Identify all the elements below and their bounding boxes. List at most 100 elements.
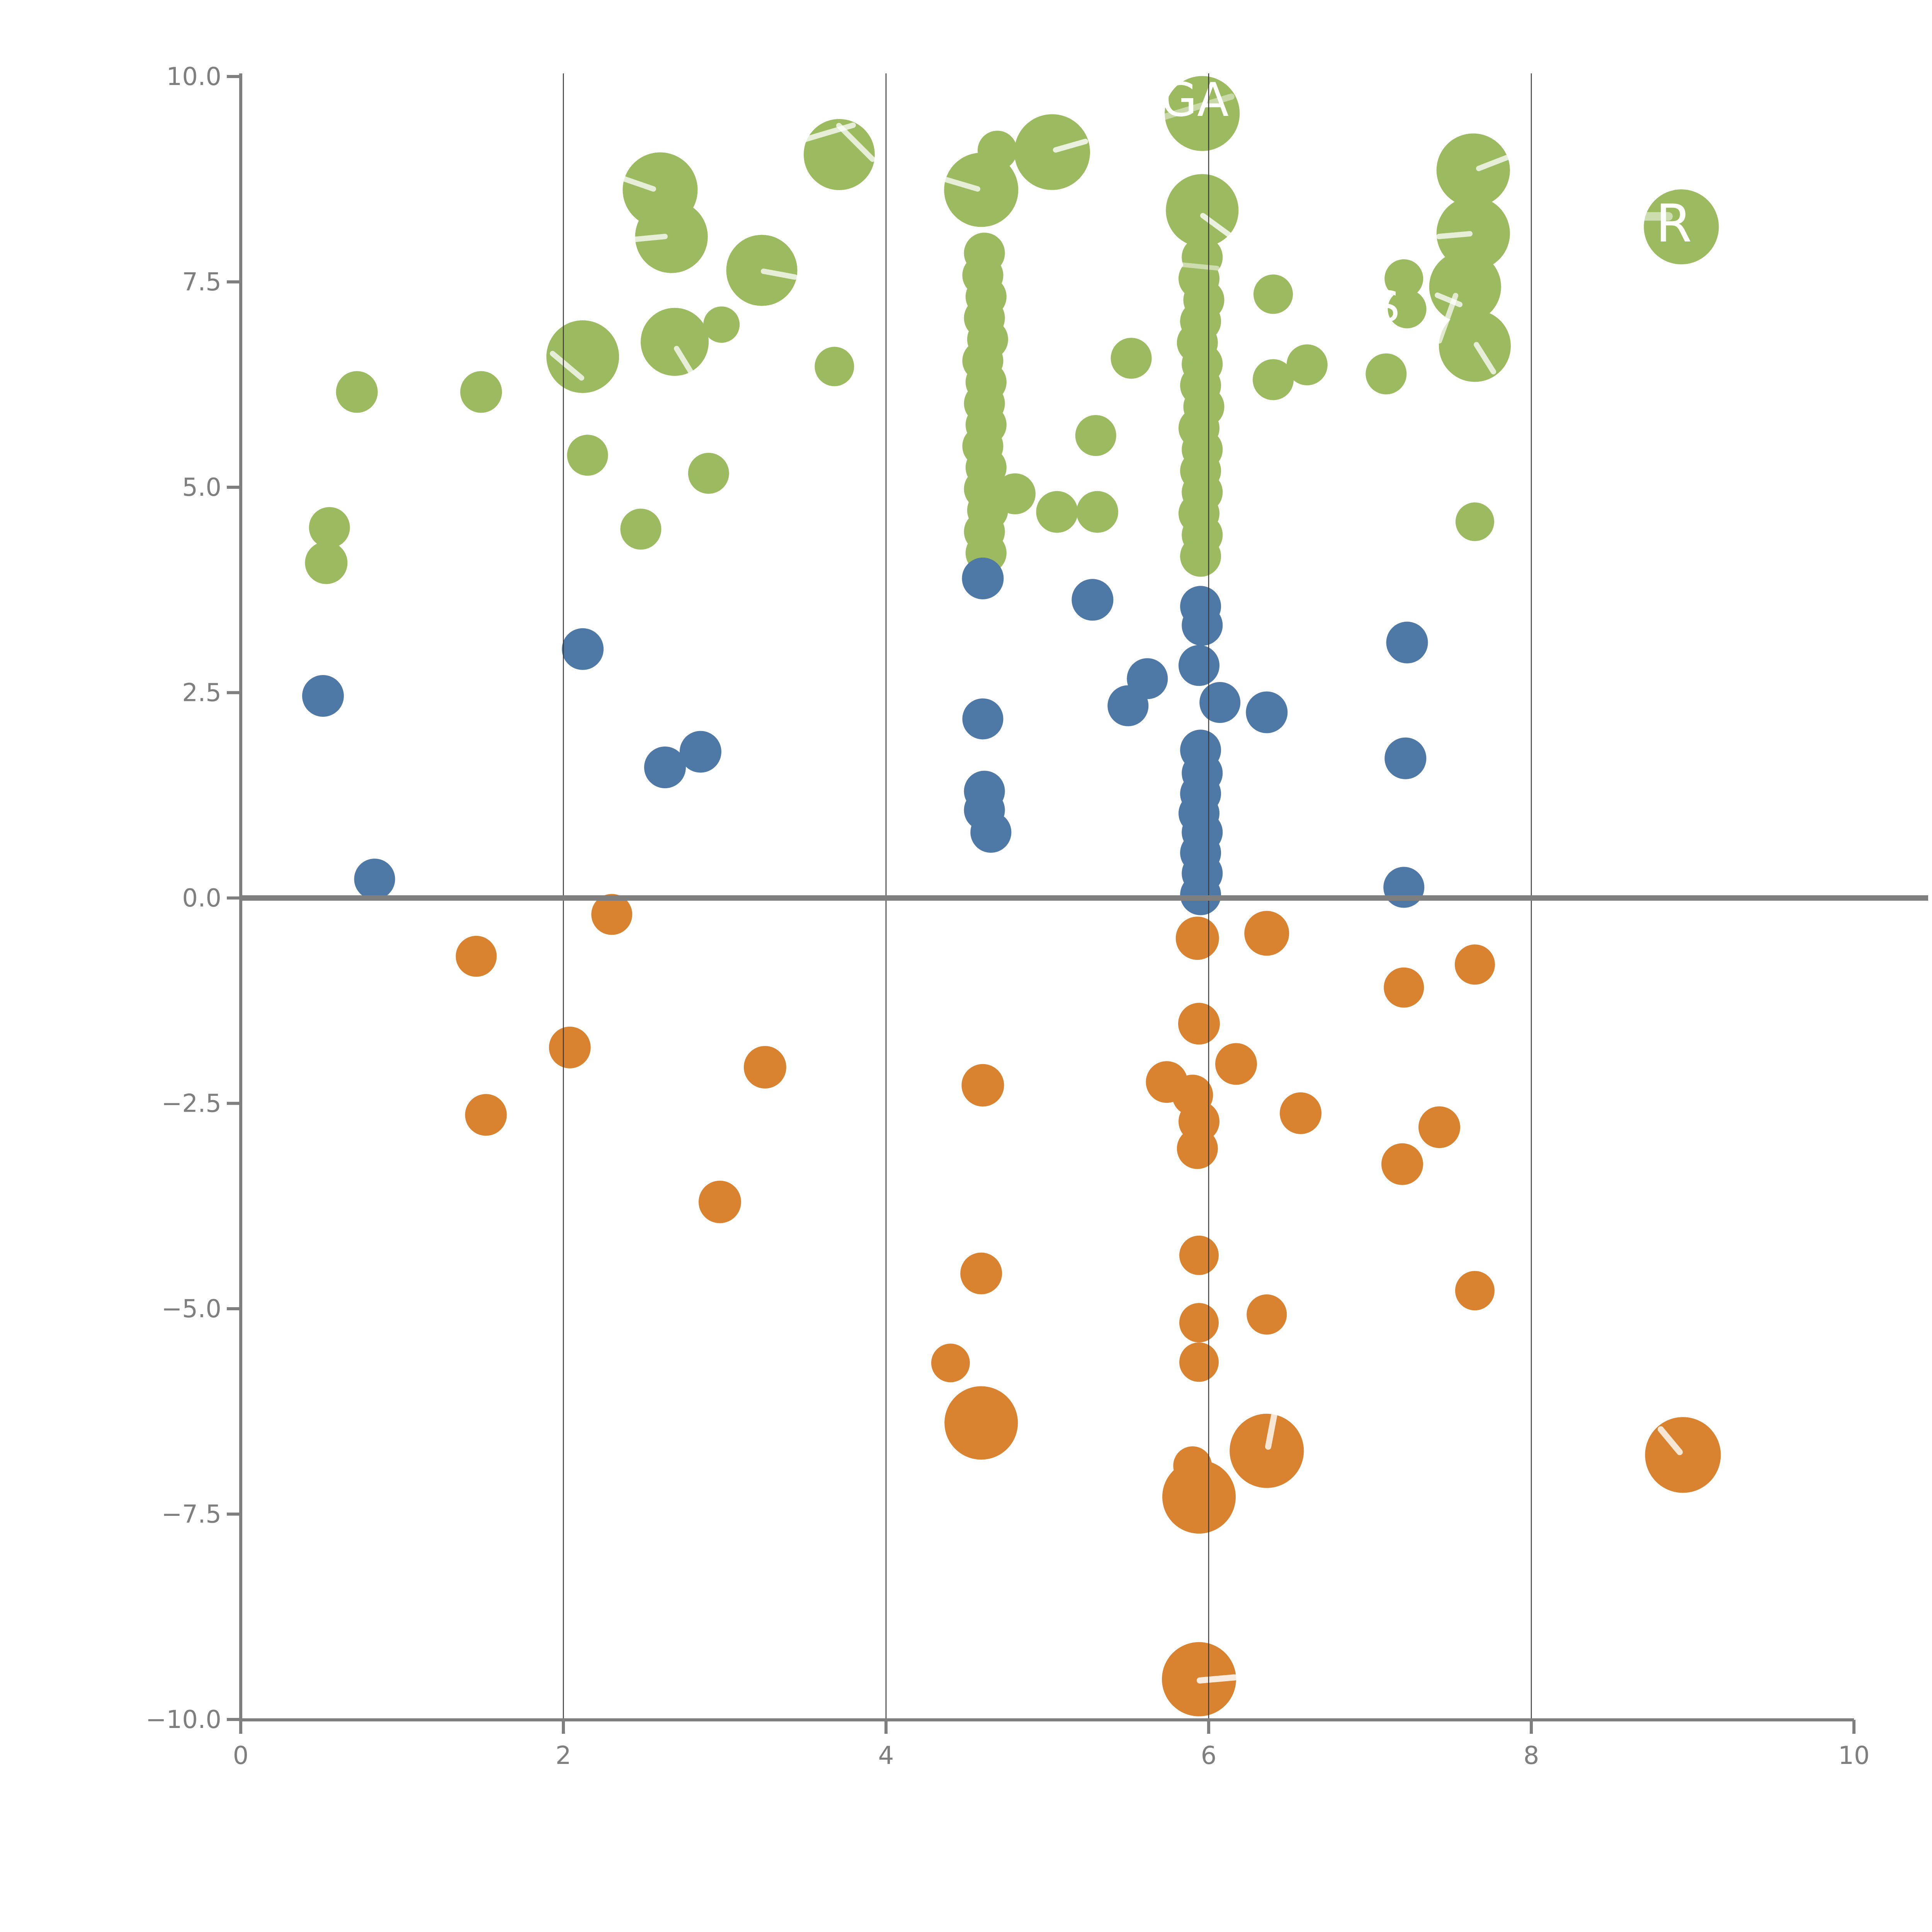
data-point-green bbox=[336, 371, 378, 413]
y-tick-label: 7.5 bbox=[182, 268, 221, 297]
data-point-blue bbox=[962, 558, 1004, 599]
data-point-green bbox=[1111, 338, 1152, 379]
y-tick-label: 0.0 bbox=[182, 884, 221, 913]
annotation-line-fragment bbox=[1436, 231, 1473, 239]
data-point-green bbox=[1388, 289, 1427, 328]
data-point-orange bbox=[1454, 944, 1495, 985]
annotation-line-fragment bbox=[1474, 342, 1496, 374]
axes-layer bbox=[227, 73, 1928, 1734]
data-point-green bbox=[546, 320, 619, 393]
data-point-green bbox=[1253, 359, 1294, 400]
data-point-orange bbox=[1177, 1128, 1218, 1169]
data-point-blue bbox=[1180, 874, 1221, 915]
point-label: S bbox=[1373, 282, 1400, 332]
data-point-orange bbox=[1244, 911, 1289, 956]
data-point-orange bbox=[1215, 1043, 1257, 1085]
data-point-green bbox=[641, 308, 709, 376]
data-point-green bbox=[1455, 502, 1494, 541]
data-point-green bbox=[944, 153, 1019, 227]
annotation-line-fragment bbox=[674, 346, 697, 381]
data-point-blue bbox=[679, 731, 721, 773]
data-points-layer bbox=[302, 76, 1721, 1716]
annotation-line-fragment bbox=[802, 122, 856, 142]
data-point-blue bbox=[962, 698, 1003, 740]
data-point-green bbox=[815, 347, 854, 386]
data-point-green bbox=[567, 435, 608, 476]
annotation-line-fragment bbox=[1053, 139, 1088, 153]
data-point-blue bbox=[1179, 645, 1219, 686]
data-point-green bbox=[1075, 415, 1116, 456]
data-point-orange bbox=[1247, 1294, 1287, 1335]
data-point-green bbox=[635, 200, 708, 273]
annotation-line-fragment bbox=[1435, 293, 1463, 307]
data-point-green bbox=[1436, 133, 1510, 207]
annotation-line-fragment bbox=[761, 269, 798, 280]
data-point-orange bbox=[456, 935, 497, 977]
data-point-blue bbox=[1384, 737, 1427, 779]
data-point-blue bbox=[302, 675, 344, 717]
data-point-green bbox=[1384, 259, 1423, 298]
annotation-line-fragment bbox=[1197, 1674, 1238, 1684]
data-point-green bbox=[978, 131, 1017, 170]
annotation-line-fragment bbox=[1175, 262, 1219, 270]
data-point-blue bbox=[970, 811, 1012, 853]
data-point-green bbox=[688, 452, 729, 494]
annotation-line-fragment bbox=[1658, 1426, 1683, 1455]
data-point-green bbox=[460, 371, 502, 413]
data-point-orange bbox=[1179, 1342, 1219, 1382]
y-tick-label: 2.5 bbox=[182, 679, 221, 707]
annotation-line-fragment bbox=[1159, 94, 1235, 121]
data-point-blue bbox=[1246, 691, 1288, 733]
data-point-orange bbox=[1230, 1413, 1304, 1488]
data-point-green bbox=[1036, 491, 1078, 533]
annotation-line-fragment bbox=[836, 123, 875, 162]
data-point-blue bbox=[562, 628, 604, 670]
data-point-orange bbox=[591, 894, 633, 935]
x-tick-label: 10 bbox=[1838, 1742, 1869, 1770]
data-point-green bbox=[1165, 76, 1240, 151]
y-tick-label: −10.0 bbox=[146, 1706, 221, 1734]
data-point-blue bbox=[1182, 605, 1223, 646]
data-point-green bbox=[1429, 251, 1501, 323]
data-point-orange bbox=[961, 1064, 1004, 1107]
data-point-green bbox=[1644, 189, 1719, 265]
data-point-green bbox=[620, 509, 662, 550]
annotation-line-fragment bbox=[1437, 293, 1458, 344]
annotation-line-fragment bbox=[1476, 155, 1509, 171]
point-label: R bbox=[1656, 193, 1692, 254]
tick-labels-layer: 10.0 7.5 5.0 2.5 0.0 −2.5 −5.0 −7.5 −10.0 0 2 4 6 8 10 bbox=[146, 63, 1870, 1770]
point-labels-layer: GA R S bbox=[1161, 73, 1692, 332]
data-point-orange bbox=[1280, 1092, 1321, 1134]
data-point-green bbox=[703, 306, 740, 343]
data-point-green bbox=[1366, 353, 1407, 395]
data-point-green bbox=[1014, 114, 1090, 190]
data-point-green bbox=[1076, 491, 1118, 533]
data-point-orange bbox=[1455, 1271, 1495, 1311]
data-point-blue bbox=[1386, 621, 1428, 663]
annotation-line-fragment bbox=[550, 351, 584, 381]
y-tick-label: −7.5 bbox=[162, 1500, 221, 1529]
data-point-orange bbox=[549, 1026, 591, 1068]
x-tick-label: 2 bbox=[556, 1742, 571, 1770]
annotation-line-fragment bbox=[1265, 1411, 1277, 1450]
data-point-orange bbox=[743, 1046, 786, 1088]
data-point-orange bbox=[931, 1344, 970, 1383]
y-tick-label: −5.0 bbox=[162, 1295, 221, 1323]
data-point-blue bbox=[644, 747, 686, 788]
data-point-green bbox=[1180, 536, 1221, 577]
data-point-orange bbox=[1179, 1235, 1219, 1275]
data-point-orange bbox=[1418, 1106, 1460, 1148]
data-point-blue bbox=[1071, 579, 1114, 621]
annotation-line-fragment bbox=[944, 177, 980, 192]
x-tick-label: 8 bbox=[1524, 1742, 1539, 1770]
data-point-orange bbox=[960, 1252, 1002, 1294]
x-tick-label: 0 bbox=[233, 1742, 249, 1770]
data-point-orange bbox=[699, 1180, 741, 1223]
data-point-orange bbox=[1162, 1460, 1236, 1534]
data-point-blue bbox=[1383, 867, 1425, 908]
x-tick-label: 4 bbox=[878, 1742, 894, 1770]
data-point-blue bbox=[1199, 682, 1241, 723]
data-point-orange bbox=[1175, 917, 1219, 960]
